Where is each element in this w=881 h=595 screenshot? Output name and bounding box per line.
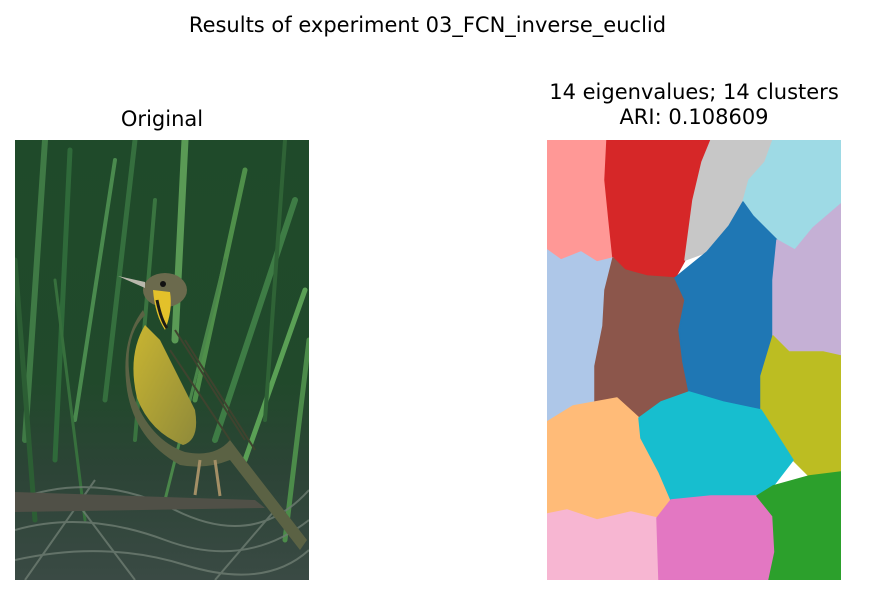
- cluster-region-12: [547, 509, 660, 580]
- original-title: Original: [120, 107, 204, 131]
- cluster-segmentation-map: [547, 140, 841, 580]
- cluster-region-6: [594, 257, 690, 419]
- segmentation-title-line1: 14 eigenvalues; 14 clusters: [549, 80, 839, 104]
- figure-suptitle: Results of experiment 03_FCN_inverse_euc…: [188, 13, 667, 37]
- cluster-region-14: [756, 471, 841, 580]
- segmentation-title-line2: ARI: 0.108609: [619, 105, 769, 129]
- cluster-region-1: [547, 140, 614, 263]
- segmentation-title: 14 eigenvalues; 14 clusters ARI: 0.10860…: [497, 80, 881, 130]
- original-image: [15, 140, 309, 580]
- cluster-region-13: [656, 495, 776, 580]
